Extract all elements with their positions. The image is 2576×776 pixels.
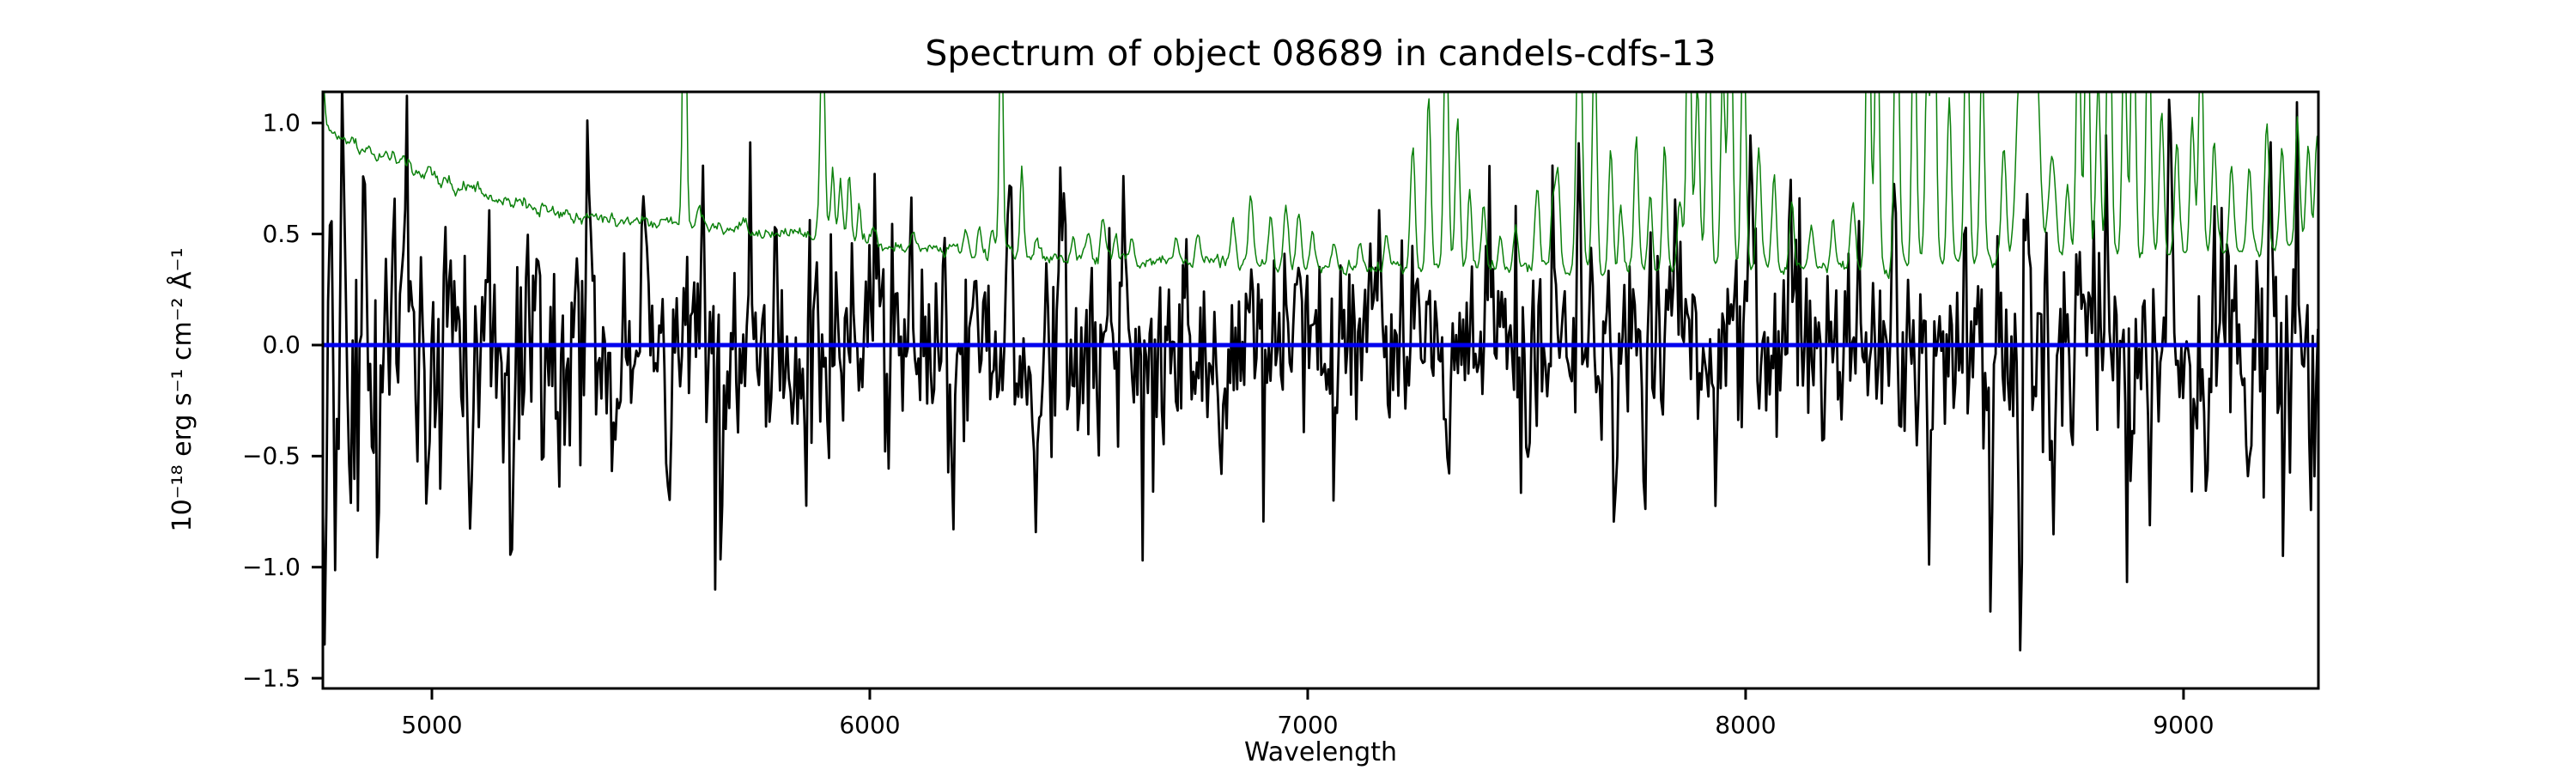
y-tick-label: −1.5 — [242, 664, 301, 692]
x-tick-label: 6000 — [839, 711, 900, 739]
series-layer — [323, 92, 2318, 652]
axes-layer: 5000 6000 7000 8000 9000 1.0 0.5 0.0 −0.5 −1.0 −1.… — [242, 90, 2320, 739]
y-tick-label: −0.5 — [242, 442, 301, 470]
y-axis-label: 10⁻¹⁸ erg s⁻¹ cm⁻² Å⁻¹ — [167, 248, 197, 532]
y-tick-label: 1.0 — [262, 108, 301, 136]
x-tick-label: 8000 — [1715, 711, 1776, 739]
sky-error-series-line — [323, 92, 2318, 280]
x-tick-label: 9000 — [2153, 711, 2214, 739]
y-tick-label: −1.0 — [242, 553, 301, 581]
y-tick-label: 0.5 — [262, 220, 301, 248]
y-tick-label: 0.0 — [262, 330, 301, 359]
plot-title: Spectrum of object 08689 in candels-cdfs… — [925, 33, 1716, 74]
x-tick-label: 5000 — [401, 711, 462, 739]
x-axis-label: Wavelength — [1244, 737, 1397, 767]
axes-frame — [321, 90, 2320, 690]
flux-series-line — [323, 92, 2318, 652]
x-tick-label: 7000 — [1277, 711, 1338, 739]
